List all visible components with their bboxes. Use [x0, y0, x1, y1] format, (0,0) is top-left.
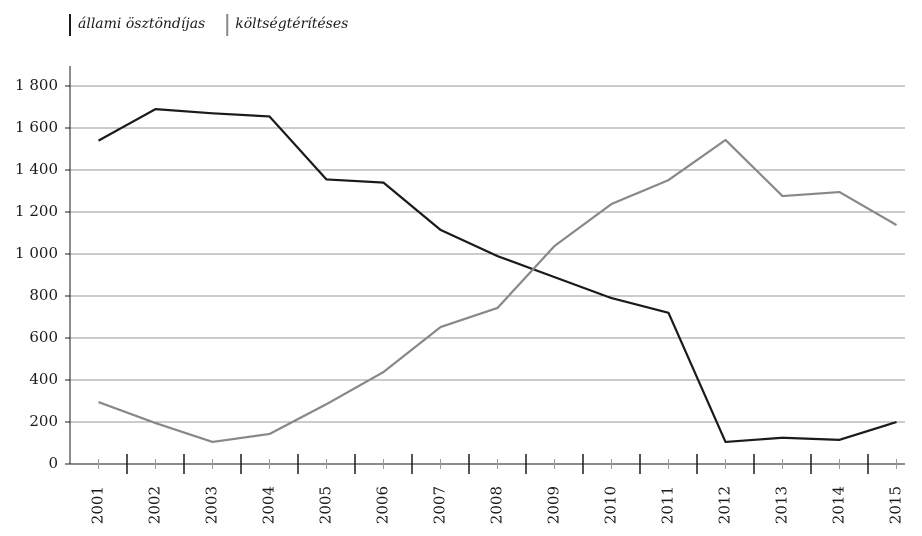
y-tick-label: 200	[29, 412, 58, 430]
x-tick-label: 2003	[203, 486, 221, 524]
series-line	[98, 138, 898, 444]
x-tick-label: 2005	[317, 486, 335, 524]
x-tick-label: 2010	[602, 486, 620, 524]
x-tick-label: 2011	[659, 486, 677, 524]
y-tick-label: 800	[29, 286, 58, 304]
x-tick-label: 2004	[260, 486, 278, 524]
y-tick-label: 1 200	[15, 202, 58, 220]
x-tick-label: 2006	[374, 486, 392, 524]
y-tick-label: 1 800	[15, 76, 58, 94]
x-tick-label: 2012	[716, 486, 734, 524]
x-tick-label: 2015	[887, 486, 905, 524]
y-tick-label: 1 600	[15, 118, 58, 136]
legend-label: állami ösztöndíjas	[78, 16, 205, 32]
y-tick-label: 400	[29, 370, 58, 388]
x-tick-label: 2002	[146, 486, 164, 524]
series-line	[97, 107, 897, 444]
x-tick-label: 2001	[89, 486, 107, 524]
x-tick-label: 2007	[431, 486, 449, 524]
legend-label: költségtérítéses	[235, 16, 348, 32]
x-tick-label: 2013	[773, 486, 791, 524]
x-tick-label: 2009	[545, 486, 563, 524]
x-tick-label: 2008	[488, 486, 506, 524]
y-tick-label: 600	[29, 328, 58, 346]
y-tick-label: 1 000	[15, 244, 58, 262]
y-tick-label: 0	[48, 454, 58, 472]
y-tick-label: 1 400	[15, 160, 58, 178]
x-tick-label: 2014	[830, 486, 848, 524]
